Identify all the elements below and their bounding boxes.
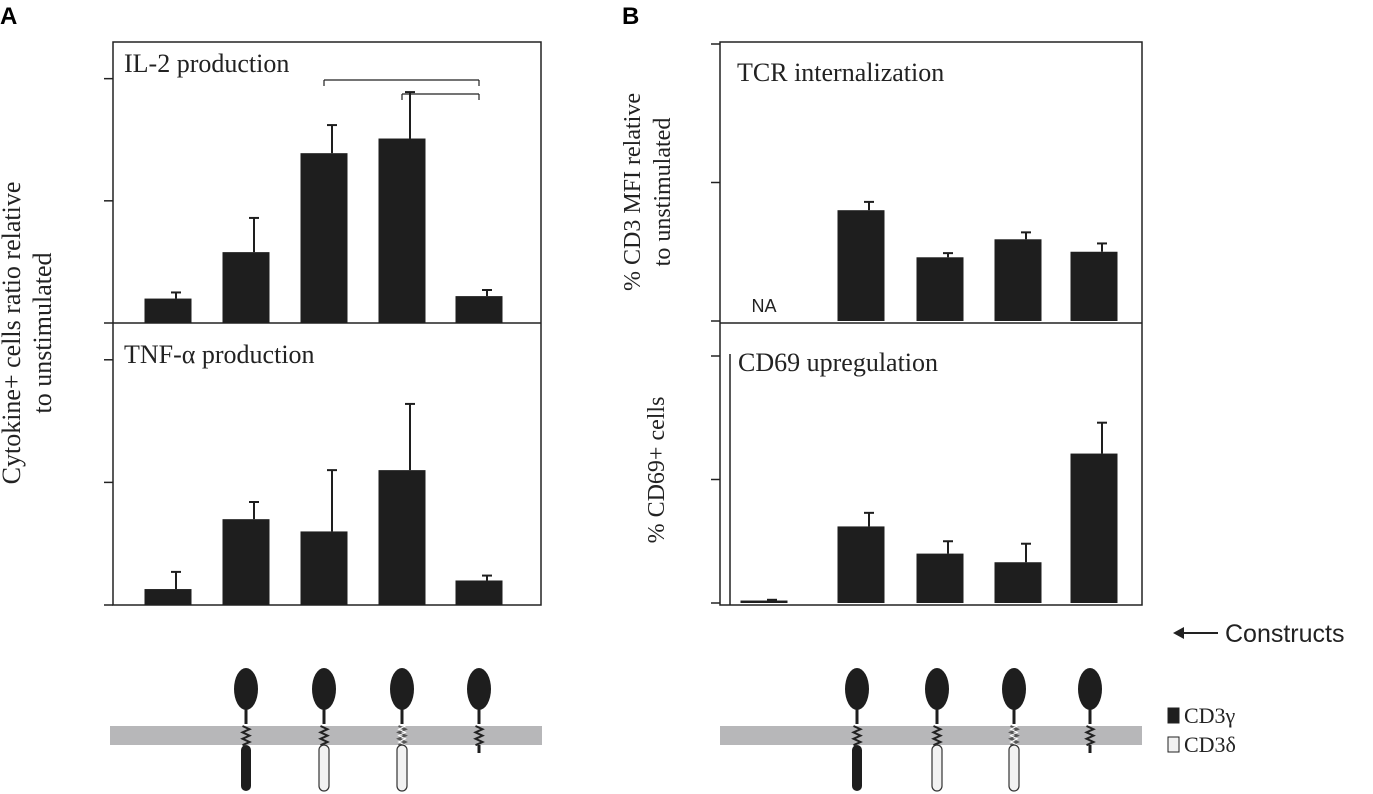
panel-a-ylabel-line2: to unstimulated [28, 252, 57, 413]
transmembrane-cd3d [396, 725, 408, 747]
tnf-bar-4 [455, 580, 503, 605]
extracellular-domain [925, 668, 949, 710]
il2-bar-2 [300, 153, 348, 323]
transmembrane-cd3g [851, 725, 863, 747]
cd69-bar-3 [994, 562, 1042, 603]
chart-layer [104, 43, 1118, 606]
cytoplasmic-tail-cd3d [396, 744, 408, 792]
tcr-bar-4 [1070, 251, 1118, 321]
panel-a-construct-1 [234, 668, 258, 791]
extracellular-domain [234, 668, 258, 710]
tnf-bar-1 [222, 519, 270, 605]
tcr-bar-3 [994, 239, 1042, 321]
legend-cd3g-label: CD3γ [1184, 703, 1236, 728]
constructs-arrow-label: Constructs [1225, 620, 1344, 648]
stalk [1012, 708, 1016, 724]
significance-bracket-0 [323, 79, 480, 86]
stalk [400, 708, 404, 724]
cd69-bar-2 [916, 553, 964, 603]
tcr-bar-2 [916, 257, 964, 321]
panel-b-bottom-ylabel: % CD69+ cells [644, 397, 670, 544]
tcr-bar-1 [837, 210, 885, 321]
truncated-tail [477, 745, 481, 753]
panel-b-top-ylabel-line2: to unstimulated [650, 118, 676, 267]
legend-cd3d-label: CD3δ [1184, 732, 1236, 757]
transmembrane-cd3g [240, 725, 252, 747]
transmembrane-cd3g [318, 725, 330, 747]
legend-cd3d-swatch [1167, 736, 1180, 753]
extracellular-domain [390, 668, 414, 710]
cytoplasmic-tail-cd3g [241, 745, 251, 791]
panel-a-ylabel-line1: Cytokine+ cells ratio relative [0, 182, 26, 485]
stalk [244, 708, 248, 724]
tcr-mock-na-label: NA [751, 296, 776, 316]
panel-a-construct-4 [467, 668, 491, 753]
transmembrane-cd3d-highlight [397, 725, 407, 746]
panel-b-top-ylabel-line1: % CD3 MFI relative [620, 93, 646, 291]
transmembrane-cd3d [1008, 725, 1020, 747]
panel-a-construct-2 [312, 668, 336, 792]
panel-b-membrane [720, 726, 1142, 745]
tnf-title: TNF-α production [124, 340, 315, 369]
tnf-bar-2 [300, 531, 348, 605]
transmembrane-cd3g [931, 725, 943, 747]
cd69-title: CD69 upregulation [738, 348, 938, 377]
construct-schematics [110, 668, 1142, 792]
significance-bracket-1 [401, 93, 480, 100]
stalk [1088, 708, 1092, 724]
transmembrane-cd3g [473, 725, 485, 747]
il2-bar-3 [378, 138, 426, 323]
panel-b-construct-2 [925, 668, 949, 792]
cytoplasmic-tail-cd3g [852, 745, 862, 791]
panel-b-construct-3 [1002, 668, 1026, 792]
panel-b-construct-1 [845, 668, 869, 791]
cd69-bar-1 [837, 526, 885, 603]
extracellular-domain [1002, 668, 1026, 710]
cytoplasmic-tail-cd3d [318, 744, 330, 792]
tnf-bar-3 [378, 470, 426, 605]
il2-bar-0 [144, 298, 192, 323]
stalk [855, 708, 859, 724]
cytoplasmic-tail-cd3d [931, 744, 943, 792]
panel-b-construct-4 [1078, 668, 1102, 753]
extracellular-domain [312, 668, 336, 710]
stalk [322, 708, 326, 724]
stalk [477, 708, 481, 724]
transmembrane-cd3d-highlight [1009, 725, 1019, 746]
panel-label-a: A [0, 3, 17, 30]
panel-label-b: B [622, 3, 639, 30]
truncated-tail [1088, 745, 1092, 753]
panel-a-construct-3 [390, 668, 414, 792]
il2-bar-1 [222, 252, 270, 323]
extracellular-domain [845, 668, 869, 710]
tcr-title: TCR internalization [737, 58, 944, 87]
transmembrane-cd3g [1084, 725, 1096, 747]
cytoplasmic-tail-cd3d [1008, 744, 1020, 792]
constructs-arrow [1173, 627, 1218, 639]
stalk [935, 708, 939, 724]
cd69-bar-4 [1070, 453, 1118, 603]
cd69-bar-0 [740, 600, 788, 603]
extracellular-domain [1078, 668, 1102, 710]
tnf-bar-0 [144, 589, 192, 605]
legend-cd3g-swatch [1167, 707, 1180, 724]
il2-bar-4 [455, 296, 503, 323]
extracellular-domain [467, 668, 491, 710]
il2-title: IL-2 production [124, 49, 289, 78]
